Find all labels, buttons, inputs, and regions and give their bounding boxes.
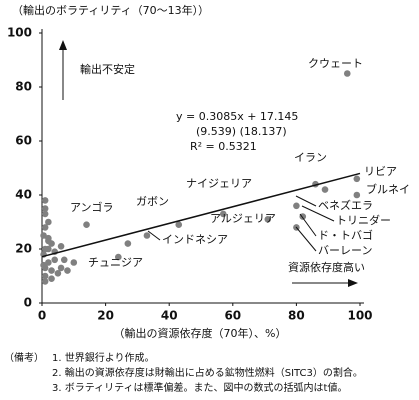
point — [353, 175, 361, 183]
x-tick-label: 100 — [347, 309, 372, 323]
y-axis-label: （輸出のボラティリティ（70～13年）） — [12, 3, 209, 17]
point — [70, 259, 78, 266]
point — [45, 245, 52, 253]
point-label: ド・トバゴ — [318, 228, 373, 242]
point-label: ブルネイ — [366, 182, 410, 196]
arrow-label: 輸出不安定 — [80, 62, 135, 76]
point — [45, 218, 52, 226]
point — [48, 267, 55, 274]
point — [57, 243, 65, 250]
point — [343, 70, 351, 77]
leader-line — [147, 230, 161, 241]
note: 2. 輸出の資源依存度は財輸出に占める鉱物性燃料（SITC3）の割合。 — [52, 366, 363, 379]
leader-line — [301, 205, 335, 222]
point — [45, 237, 52, 245]
point — [264, 216, 272, 223]
x-tick-label: 60 — [224, 309, 241, 323]
equation: R² = 0.5321 — [190, 140, 257, 153]
point — [83, 221, 90, 228]
point — [57, 264, 65, 272]
point-label: バーレーン — [318, 244, 372, 257]
y-tick-label: 100 — [7, 26, 32, 40]
trendline — [41, 172, 361, 258]
point-label: ナイジェリア — [186, 177, 252, 190]
point — [321, 186, 329, 193]
point — [41, 210, 49, 218]
x-tick-label: 0 — [38, 309, 46, 323]
point — [115, 253, 122, 261]
point-label: トリニダー — [336, 213, 391, 227]
point — [41, 197, 49, 204]
x-tick-label: 40 — [161, 309, 178, 323]
y-tick-label: 20 — [15, 242, 32, 256]
point — [48, 275, 55, 283]
point — [41, 278, 49, 285]
point — [124, 240, 132, 247]
notes-label: （備考） — [4, 351, 44, 364]
y-tick-label: 80 — [15, 80, 32, 94]
x-tick-label: 20 — [97, 309, 114, 323]
point — [175, 221, 183, 228]
arrow-label: 資源依存度高い — [288, 260, 365, 274]
point-label: クウェート — [308, 57, 363, 70]
point — [143, 232, 151, 239]
x-tick-label: 80 — [288, 309, 305, 323]
point — [293, 202, 300, 210]
y-tick-label: 60 — [15, 134, 32, 148]
point-label: チュニジア — [88, 256, 143, 269]
point-label: アンゴラ — [70, 200, 114, 214]
point — [51, 256, 59, 264]
point-label: イラン — [294, 151, 327, 164]
point-label: アルジェリア — [210, 212, 276, 225]
point — [60, 256, 68, 264]
point-label: ベネズエラ — [318, 198, 373, 212]
leader-line — [299, 213, 317, 237]
point — [219, 210, 227, 218]
equation: y = 0.3085x + 17.145 — [176, 110, 298, 123]
arrow-head — [59, 40, 67, 50]
x-axis-label: （輸出の資源依存度（70年）、%） — [114, 326, 287, 340]
y-tick-label: 40 — [15, 188, 32, 202]
y-tick-label: 0 — [24, 296, 32, 310]
note: 3. ボラティリティは標準偏差。また、図中の数式の括弧内はt値。 — [52, 381, 347, 394]
point — [41, 224, 49, 231]
leader-line — [295, 226, 317, 252]
note: 1. 世界銀行より作成。 — [52, 351, 155, 364]
point-label: ガボン — [136, 195, 169, 208]
point — [353, 191, 361, 199]
point — [54, 270, 62, 277]
point — [40, 261, 47, 269]
equation: (9.539) (18.137) — [196, 125, 287, 138]
point-label: インドネシア — [162, 233, 228, 246]
point-label: リビア — [364, 165, 397, 178]
leader-line — [295, 195, 317, 207]
arrow-head — [348, 279, 358, 287]
point — [41, 205, 49, 212]
point — [41, 272, 49, 280]
point — [64, 267, 71, 274]
